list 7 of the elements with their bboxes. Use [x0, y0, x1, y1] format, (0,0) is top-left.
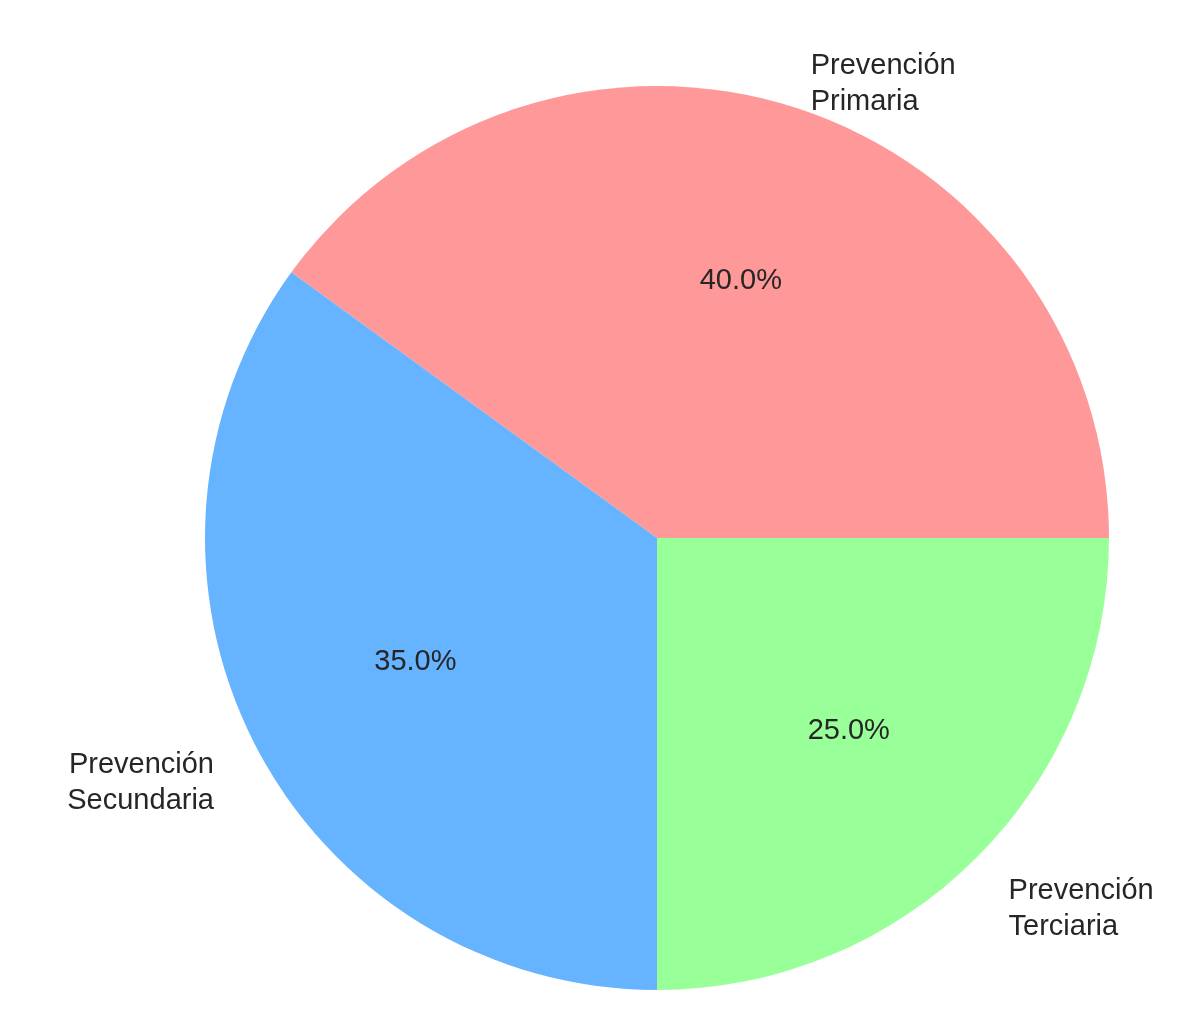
slice-label: Prevención Terciaria [1008, 872, 1154, 941]
slice-label: Prevención Secundaria [67, 746, 215, 815]
pie-slice [291, 86, 1109, 538]
data-label: 40.0% [699, 263, 782, 296]
slice-label: Prevención Primaria [810, 48, 956, 117]
data-label: 25.0% [807, 712, 890, 745]
data-label: 35.0% [374, 644, 457, 677]
